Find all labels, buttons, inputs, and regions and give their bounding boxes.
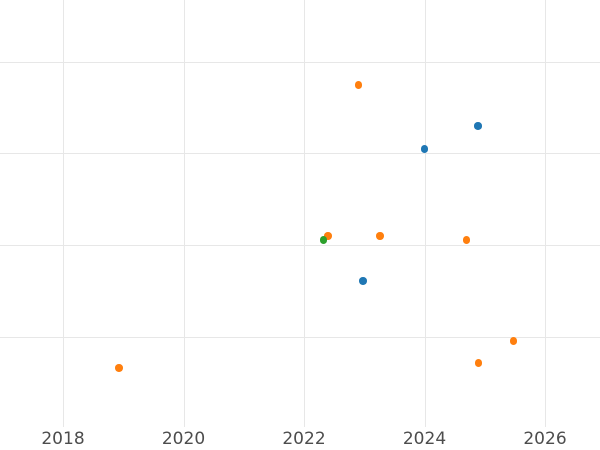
x-tick-label-2018: 2018: [41, 429, 85, 449]
data-point-blue-2: [359, 277, 367, 285]
x-tick-label-2026: 2026: [523, 429, 567, 449]
data-point-orange-6: [509, 337, 518, 345]
data-point-orange-3: [376, 232, 384, 240]
data-point-orange-2: [354, 81, 362, 89]
data-point-blue-0: [420, 145, 429, 153]
y-gridline-1: [0, 153, 600, 154]
data-point-blue-1: [474, 122, 482, 130]
x-gridline-2018: [63, 0, 64, 427]
x-tick-label-2024: 2024: [402, 429, 447, 449]
y-gridline-3: [0, 337, 600, 338]
x-gridline-2024: [424, 0, 426, 427]
data-point-orange-0: [115, 364, 123, 372]
x-gridline-2022: [304, 0, 305, 427]
y-gridline-0: [0, 62, 600, 63]
data-point-orange-1: [324, 232, 332, 240]
x-gridline-2026: [545, 0, 546, 427]
data-point-orange-4: [462, 236, 471, 244]
x-tick-label-2022: 2022: [282, 429, 326, 449]
y-gridline-2: [0, 245, 600, 246]
x-gridline-2020: [183, 0, 185, 427]
data-point-orange-5: [475, 359, 483, 367]
x-tick-label-2020: 2020: [161, 429, 206, 449]
data-point-green-0: [319, 236, 327, 244]
